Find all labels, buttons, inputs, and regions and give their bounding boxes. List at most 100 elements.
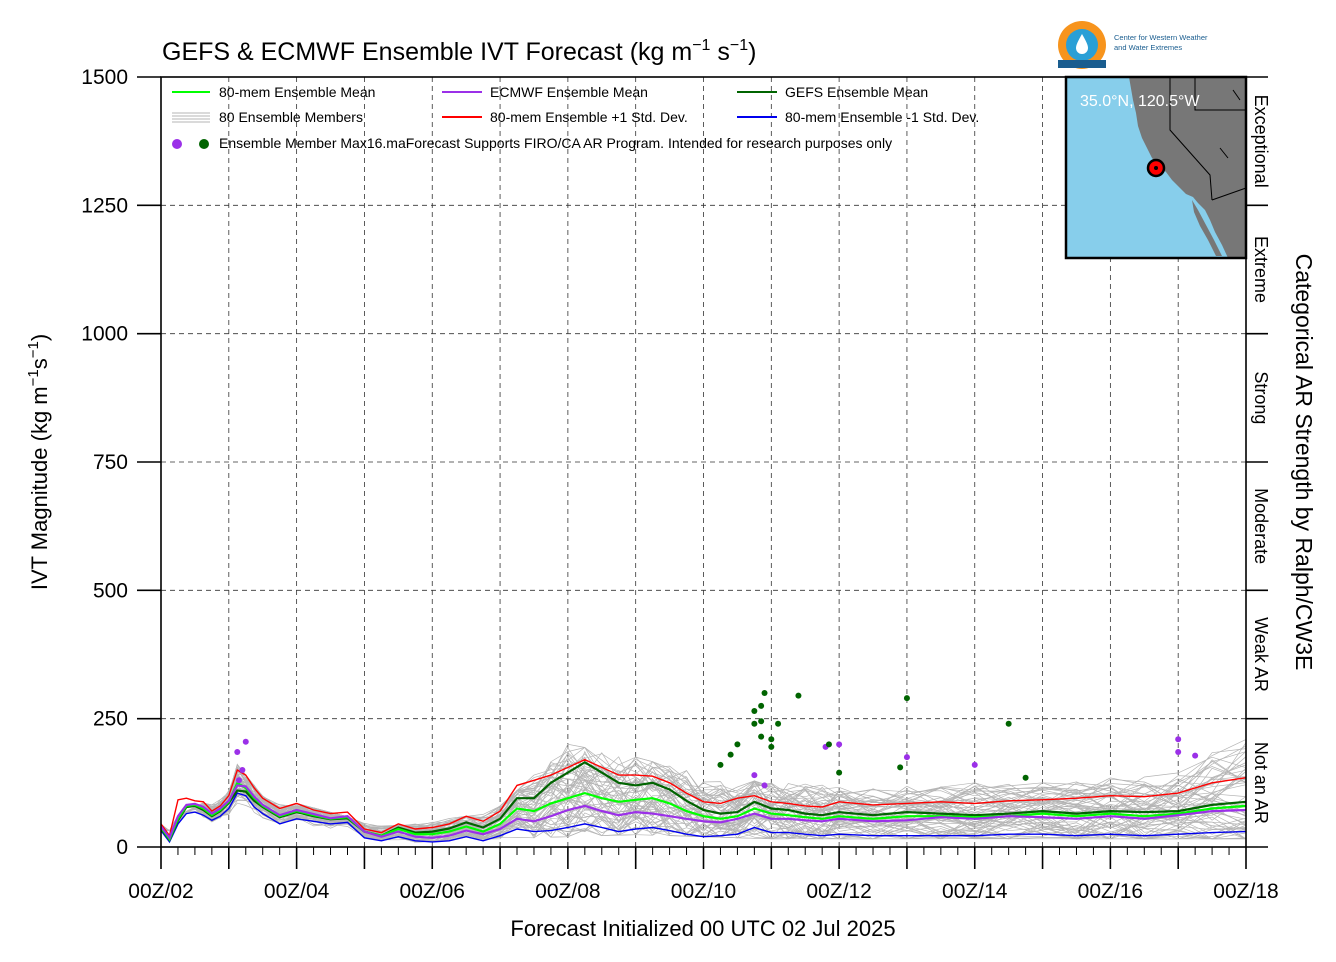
max-dot-gefs [761, 690, 768, 696]
title-end: ) [748, 38, 756, 66]
map-land [1129, 77, 1246, 258]
title-mid: s [710, 38, 729, 66]
y-axis: 0 250 500 750 1000 1250 1500 [81, 66, 161, 859]
max-dot-ecmwf [1175, 749, 1182, 756]
max-dot-gefs [758, 718, 765, 725]
map-location-center-icon [1154, 166, 1158, 170]
max-dot-gefs [768, 743, 775, 750]
category-label: Exceptional [1251, 95, 1271, 188]
category-label: Not an AR [1251, 742, 1271, 824]
series-minus1 [160, 792, 1247, 844]
y-tick-label: 250 [93, 708, 128, 731]
legend-note: 16.maForecast Supports FIRO/CA AR Progra… [367, 135, 892, 151]
ylabel-mid: s [27, 358, 52, 369]
max-dot-ecmwf [1175, 736, 1182, 743]
max-dot-ecmwf [1192, 752, 1199, 759]
max-dot-gefs [727, 751, 734, 758]
x-axis: 00Z/02 00Z/04 00Z/06 00Z/08 00Z/10 00Z/12 00Z/… [128, 847, 1279, 903]
max-dot-ecmwf [235, 777, 242, 784]
max-dot-gefs [734, 741, 741, 748]
inset-map: 35.0°N, 120.5°W [1064, 75, 1248, 260]
max-dot-ecmwf [836, 741, 843, 748]
max-dot-gefs [751, 720, 758, 727]
map-borders [1169, 77, 1247, 201]
map-baja [1192, 200, 1222, 256]
max-dot-ecmwf [761, 782, 768, 789]
max-dot-gefs [1022, 774, 1029, 781]
logo-line2: and Water Extremes [1114, 43, 1182, 52]
x-tick-label: 00Z/08 [535, 880, 600, 903]
y-tick-label: 500 [93, 579, 128, 602]
x-tick-label: 00Z/16 [1078, 880, 1143, 903]
max-dot-gefs [825, 741, 832, 748]
x-tick-label: 00Z/12 [806, 880, 871, 903]
max-dot-ecmwf [971, 761, 978, 768]
max-dot-gefs [758, 733, 765, 740]
title-main: GEFS & ECMWF Ensemble IVT Forecast (kg m [162, 38, 692, 66]
member-max-dots [234, 690, 1199, 789]
max-dot-ecmwf [234, 749, 241, 756]
max-dot-gefs [758, 702, 765, 709]
y-tick-label: 750 [93, 451, 128, 474]
x-tick-label: 00Z/14 [942, 880, 1008, 903]
max-dot-ecmwf [239, 767, 246, 773]
title-exp1: −1 [692, 37, 710, 54]
y-tick-label: 1250 [81, 194, 128, 217]
max-dot-gefs [795, 692, 802, 699]
category-label: Moderate [1251, 488, 1271, 564]
max-dot-ecmwf [751, 772, 758, 779]
member-line [160, 753, 1247, 833]
logo-drop-icon [1076, 34, 1088, 54]
category-label: Extreme [1251, 236, 1271, 303]
legend-ecmwf: ECMWF Ensemble Mean [490, 84, 648, 100]
ylabel-exp1: −1 [25, 369, 42, 386]
legend-gefs: GEFS Ensemble Mean [785, 84, 928, 100]
category-label: Weak AR [1251, 617, 1271, 692]
member-line [160, 758, 1247, 832]
category-axis: Not an AR Weak AR Moderate Strong Extreme Exc… [1246, 76, 1271, 848]
ylabel-exp2: −1 [25, 341, 42, 358]
series-gefs [160, 761, 1247, 842]
cw3e-logo: Center for Western Weather and Water Ext… [1058, 21, 1208, 69]
ylabel-end: ) [27, 334, 52, 341]
category-label: Strong [1251, 371, 1271, 424]
legend-plus1: 80-mem Ensemble +1 Std. Dev. [490, 109, 688, 125]
x-axis-label: Forecast Initialized 00 UTC 02 Jul 2025 [510, 916, 895, 941]
legend: 80-mem Ensemble Mean 80 Ensemble Members… [172, 84, 979, 151]
max-dot-gefs [768, 736, 775, 743]
member-line [160, 739, 1247, 834]
max-dot-gefs [751, 707, 758, 714]
legend-mean80: 80-mem Ensemble Mean [219, 84, 375, 100]
legend-max: Ensemble Member Max [219, 135, 367, 151]
map-frame [1064, 75, 1248, 260]
ylabel-main: IVT Magnitude (kg m [27, 386, 52, 590]
logo-line1: Center for Western Weather [1114, 33, 1208, 42]
member-line [160, 800, 1246, 843]
max-dot-ecmwf [903, 754, 910, 761]
max-dot-gefs [1005, 720, 1012, 727]
y-tick-label: 1500 [81, 66, 128, 89]
legend-max-note: Ensemble Member Max16.maForecast Support… [219, 135, 892, 151]
max-dot-gefs [717, 761, 724, 768]
legend-members: 80 Ensemble Members [219, 109, 363, 125]
title-exp2: −1 [730, 37, 748, 54]
legend-minus1: 80-mem Ensemble -1 Std. Dev. [785, 109, 979, 125]
x-tick-label: 00Z/06 [400, 880, 465, 903]
member-line [160, 770, 1247, 837]
x-tick-label: 00Z/18 [1213, 880, 1278, 903]
max-dot-gefs [775, 720, 782, 727]
max-dot-gefs [836, 769, 843, 776]
x-tick-label: 00Z/02 [128, 880, 193, 903]
legend-swatch-members [172, 112, 210, 123]
legend-dot-ecmwf [172, 139, 182, 149]
y-axis-label: IVT Magnitude (kg m−1s−1) [25, 334, 52, 590]
max-dot-gefs [903, 695, 910, 702]
x-tick-label: 00Z/10 [671, 880, 736, 903]
map-coordinates: 35.0°N, 120.5°W [1080, 93, 1200, 110]
series-plus1 [160, 758, 1247, 838]
max-dot-gefs [897, 764, 904, 771]
x-tick-label: 00Z/04 [264, 880, 330, 903]
logo-wave-icon [1058, 60, 1106, 68]
series-ecmwf [160, 784, 1247, 841]
